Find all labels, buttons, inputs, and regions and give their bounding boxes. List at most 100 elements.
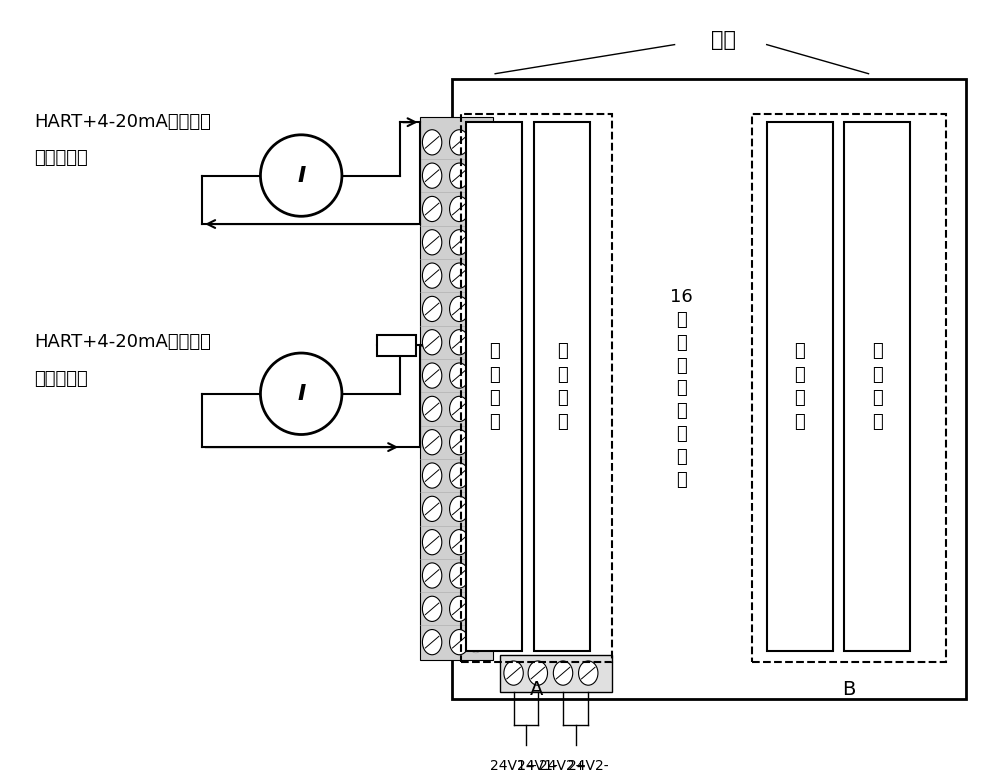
Ellipse shape (450, 263, 469, 288)
Bar (500, 655, 612, 692)
Ellipse shape (450, 197, 469, 221)
Ellipse shape (450, 163, 469, 188)
Circle shape (260, 135, 342, 217)
Ellipse shape (422, 296, 442, 322)
Bar (452, 79, 966, 699)
Ellipse shape (450, 530, 469, 555)
Ellipse shape (450, 497, 469, 521)
Text: 外壳: 外壳 (711, 30, 736, 50)
Ellipse shape (468, 165, 484, 187)
Ellipse shape (450, 396, 469, 422)
Ellipse shape (422, 530, 442, 555)
Text: CH7: CH7 (496, 338, 512, 347)
Text: B: B (842, 680, 856, 699)
Ellipse shape (422, 463, 442, 488)
Ellipse shape (468, 231, 484, 253)
Text: 外供电方式: 外供电方式 (34, 149, 88, 167)
Bar (420, 117, 493, 661)
Text: CH3: CH3 (496, 204, 512, 214)
Text: CH8: CH8 (496, 371, 512, 380)
Text: CH5: CH5 (496, 271, 512, 280)
Text: CH1: CH1 (496, 138, 512, 146)
Text: CH16: CH16 (496, 638, 517, 647)
Circle shape (260, 353, 342, 435)
Text: -: - (535, 635, 541, 649)
Bar (461, 114, 612, 662)
Bar (534, 122, 590, 651)
Text: I: I (297, 384, 305, 404)
Text: CH11: CH11 (496, 471, 517, 480)
Text: 24V1+: 24V1+ (490, 759, 537, 771)
Ellipse shape (553, 661, 573, 685)
Ellipse shape (422, 497, 442, 521)
Ellipse shape (422, 130, 442, 155)
Text: 主
卡
插
槽: 主 卡 插 槽 (872, 342, 883, 431)
Ellipse shape (450, 563, 469, 588)
Text: HART+4-20mA电流输入: HART+4-20mA电流输入 (34, 333, 211, 352)
Ellipse shape (422, 330, 442, 355)
Text: CH13: CH13 (496, 537, 517, 547)
Bar (752, 114, 946, 662)
Text: A: A (530, 680, 543, 699)
Ellipse shape (450, 296, 469, 322)
Ellipse shape (468, 399, 484, 419)
Ellipse shape (422, 563, 442, 588)
Ellipse shape (468, 332, 484, 353)
Ellipse shape (468, 631, 484, 653)
Ellipse shape (468, 298, 484, 320)
Text: I: I (297, 166, 305, 186)
Ellipse shape (422, 363, 442, 388)
Ellipse shape (579, 661, 598, 685)
Text: -: - (585, 635, 591, 649)
Text: CH6: CH6 (496, 305, 512, 314)
Ellipse shape (450, 630, 469, 655)
Text: CH2: CH2 (496, 171, 512, 180)
Ellipse shape (450, 230, 469, 255)
Ellipse shape (468, 531, 484, 553)
Text: CH15: CH15 (496, 604, 517, 613)
Ellipse shape (450, 330, 469, 355)
Ellipse shape (422, 596, 442, 621)
Text: CH9: CH9 (496, 405, 512, 413)
Ellipse shape (422, 263, 442, 288)
Ellipse shape (422, 230, 442, 255)
Text: +: + (508, 635, 519, 649)
Ellipse shape (468, 365, 484, 386)
Text: 24V1-: 24V1- (517, 759, 558, 771)
Bar (377, 335, 416, 356)
Ellipse shape (422, 396, 442, 422)
Text: +: + (557, 635, 569, 649)
Ellipse shape (468, 498, 484, 520)
Text: 16
通
道
冗
余
信
号
底
座: 16 通 道 冗 余 信 号 底 座 (670, 288, 693, 489)
Ellipse shape (468, 198, 484, 220)
Ellipse shape (468, 565, 484, 586)
Ellipse shape (468, 265, 484, 286)
Text: 子
卡
插
槽: 子 卡 插 槽 (489, 342, 500, 431)
Text: 主
卡
插
槽: 主 卡 插 槽 (557, 342, 567, 431)
Ellipse shape (450, 130, 469, 155)
Ellipse shape (468, 598, 484, 619)
Text: 内供电方式: 内供电方式 (34, 370, 88, 389)
Ellipse shape (450, 463, 469, 488)
Bar (466, 122, 522, 651)
Text: CH14: CH14 (496, 571, 517, 580)
Ellipse shape (504, 661, 523, 685)
Ellipse shape (422, 630, 442, 655)
Text: CH4: CH4 (496, 237, 512, 247)
Ellipse shape (468, 132, 484, 153)
Bar (767, 122, 833, 651)
Text: 24V2+: 24V2+ (539, 759, 587, 771)
Text: 24V2-: 24V2- (568, 759, 609, 771)
Ellipse shape (450, 363, 469, 388)
Bar (844, 122, 910, 651)
Ellipse shape (468, 432, 484, 453)
Text: 子
卡
插
槽: 子 卡 插 槽 (794, 342, 805, 431)
Text: CH12: CH12 (496, 504, 517, 513)
Ellipse shape (450, 429, 469, 455)
Ellipse shape (422, 163, 442, 188)
Ellipse shape (422, 429, 442, 455)
Text: HART+4-20mA电流输入: HART+4-20mA电流输入 (34, 113, 211, 131)
Ellipse shape (528, 661, 548, 685)
Ellipse shape (422, 197, 442, 221)
Text: CH10: CH10 (496, 438, 517, 446)
